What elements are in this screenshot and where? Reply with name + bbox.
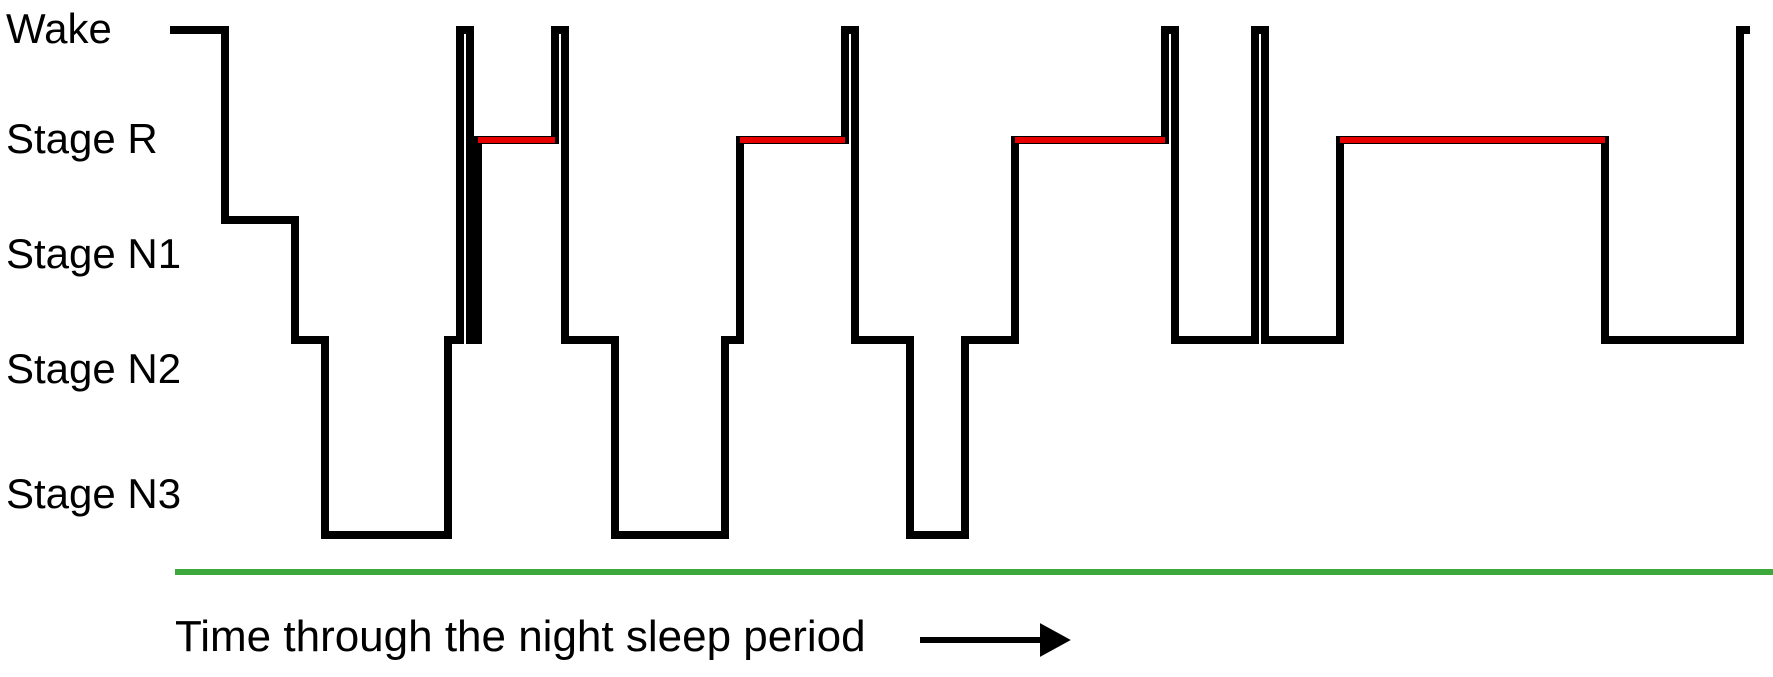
y-axis-label: Stage N1 [6,230,181,278]
time-arrow-head [1040,623,1071,657]
x-axis-label: Time through the night sleep period [175,612,866,662]
y-axis-label: Stage N2 [6,345,181,393]
hypnogram-svg [0,0,1773,677]
hypnogram-line [170,30,1750,535]
y-axis-label: Stage N3 [6,470,181,518]
y-axis-label: Wake [6,5,112,53]
y-axis-label: Stage R [6,115,158,163]
hypnogram-diagram: Wake Stage R Stage N1 Stage N2 Stage N3 Time … [0,0,1773,677]
